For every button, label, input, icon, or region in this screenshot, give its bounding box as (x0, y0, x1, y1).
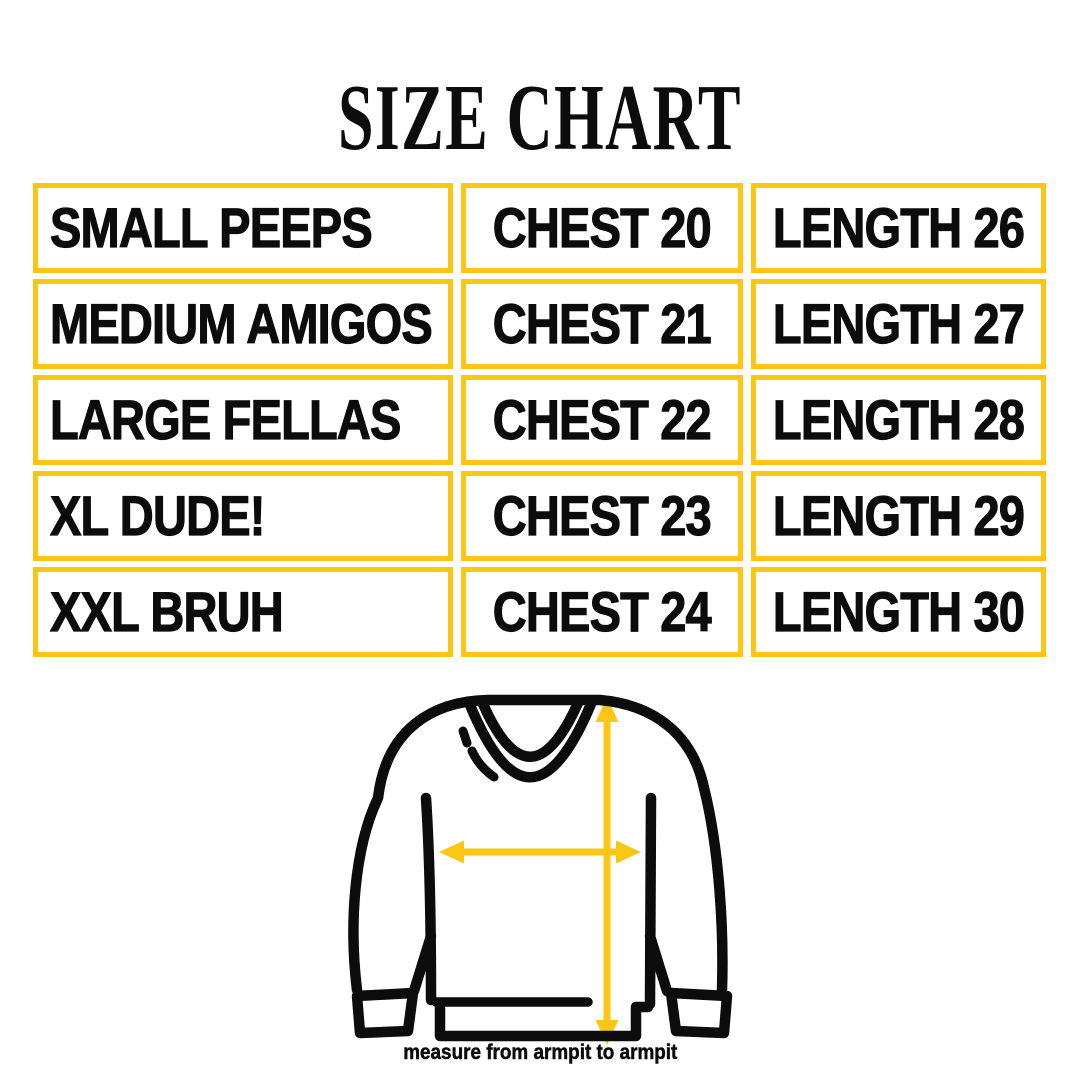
sweatshirt-outline-icon (348, 694, 733, 1045)
length-cell: LENGTH 27 (751, 279, 1046, 369)
chest-label: CHEST 24 (492, 580, 712, 643)
length-cell: LENGTH 30 (751, 567, 1046, 657)
chest-label: CHEST 22 (492, 388, 712, 451)
length-cell: LENGTH 28 (751, 375, 1046, 465)
length-label: LENGTH 27 (772, 292, 1025, 355)
size-cell: LARGE FELLAS (33, 375, 453, 465)
size-label: LARGE FELLAS (49, 388, 401, 451)
size-cell: XL DUDE! (33, 471, 453, 561)
diagram-caption-wrap: measure from armpit to armpit (0, 1040, 1080, 1065)
size-cell: MEDIUM AMIGOS (33, 279, 453, 369)
length-cell: LENGTH 29 (751, 471, 1046, 561)
size-label: MEDIUM AMIGOS (49, 292, 433, 355)
length-label: LENGTH 30 (772, 580, 1025, 643)
chest-cell: CHEST 24 (461, 567, 743, 657)
page-title-wrap: SIZE CHART (0, 66, 1080, 170)
chest-cell: CHEST 21 (461, 279, 743, 369)
chest-cell: CHEST 23 (461, 471, 743, 561)
length-cell: LENGTH 26 (751, 183, 1046, 273)
body-length-arrow (595, 697, 619, 1045)
size-table: SMALL PEEPS CHEST 20 LENGTH 26 MEDIUM AMIGO… (33, 183, 1046, 657)
chest-cell: CHEST 20 (461, 183, 743, 273)
chest-label: CHEST 21 (492, 292, 712, 355)
size-label: XXL BRUH (49, 580, 284, 643)
chest-width-arrow (439, 840, 641, 864)
size-label: XL DUDE! (49, 484, 265, 547)
chest-label: CHEST 23 (492, 484, 712, 547)
length-label: LENGTH 26 (772, 196, 1025, 259)
sweatshirt-linework (348, 694, 733, 1042)
length-label: LENGTH 29 (772, 484, 1025, 547)
size-cell: SMALL PEEPS (33, 183, 453, 273)
page-title: SIZE CHART (338, 66, 742, 170)
size-label: SMALL PEEPS (49, 196, 373, 259)
size-cell: XXL BRUH (33, 567, 453, 657)
length-label: LENGTH 28 (772, 388, 1025, 451)
chest-cell: CHEST 22 (461, 375, 743, 465)
chest-label: CHEST 20 (492, 196, 712, 259)
diagram-caption: measure from armpit to armpit (402, 1041, 678, 1065)
